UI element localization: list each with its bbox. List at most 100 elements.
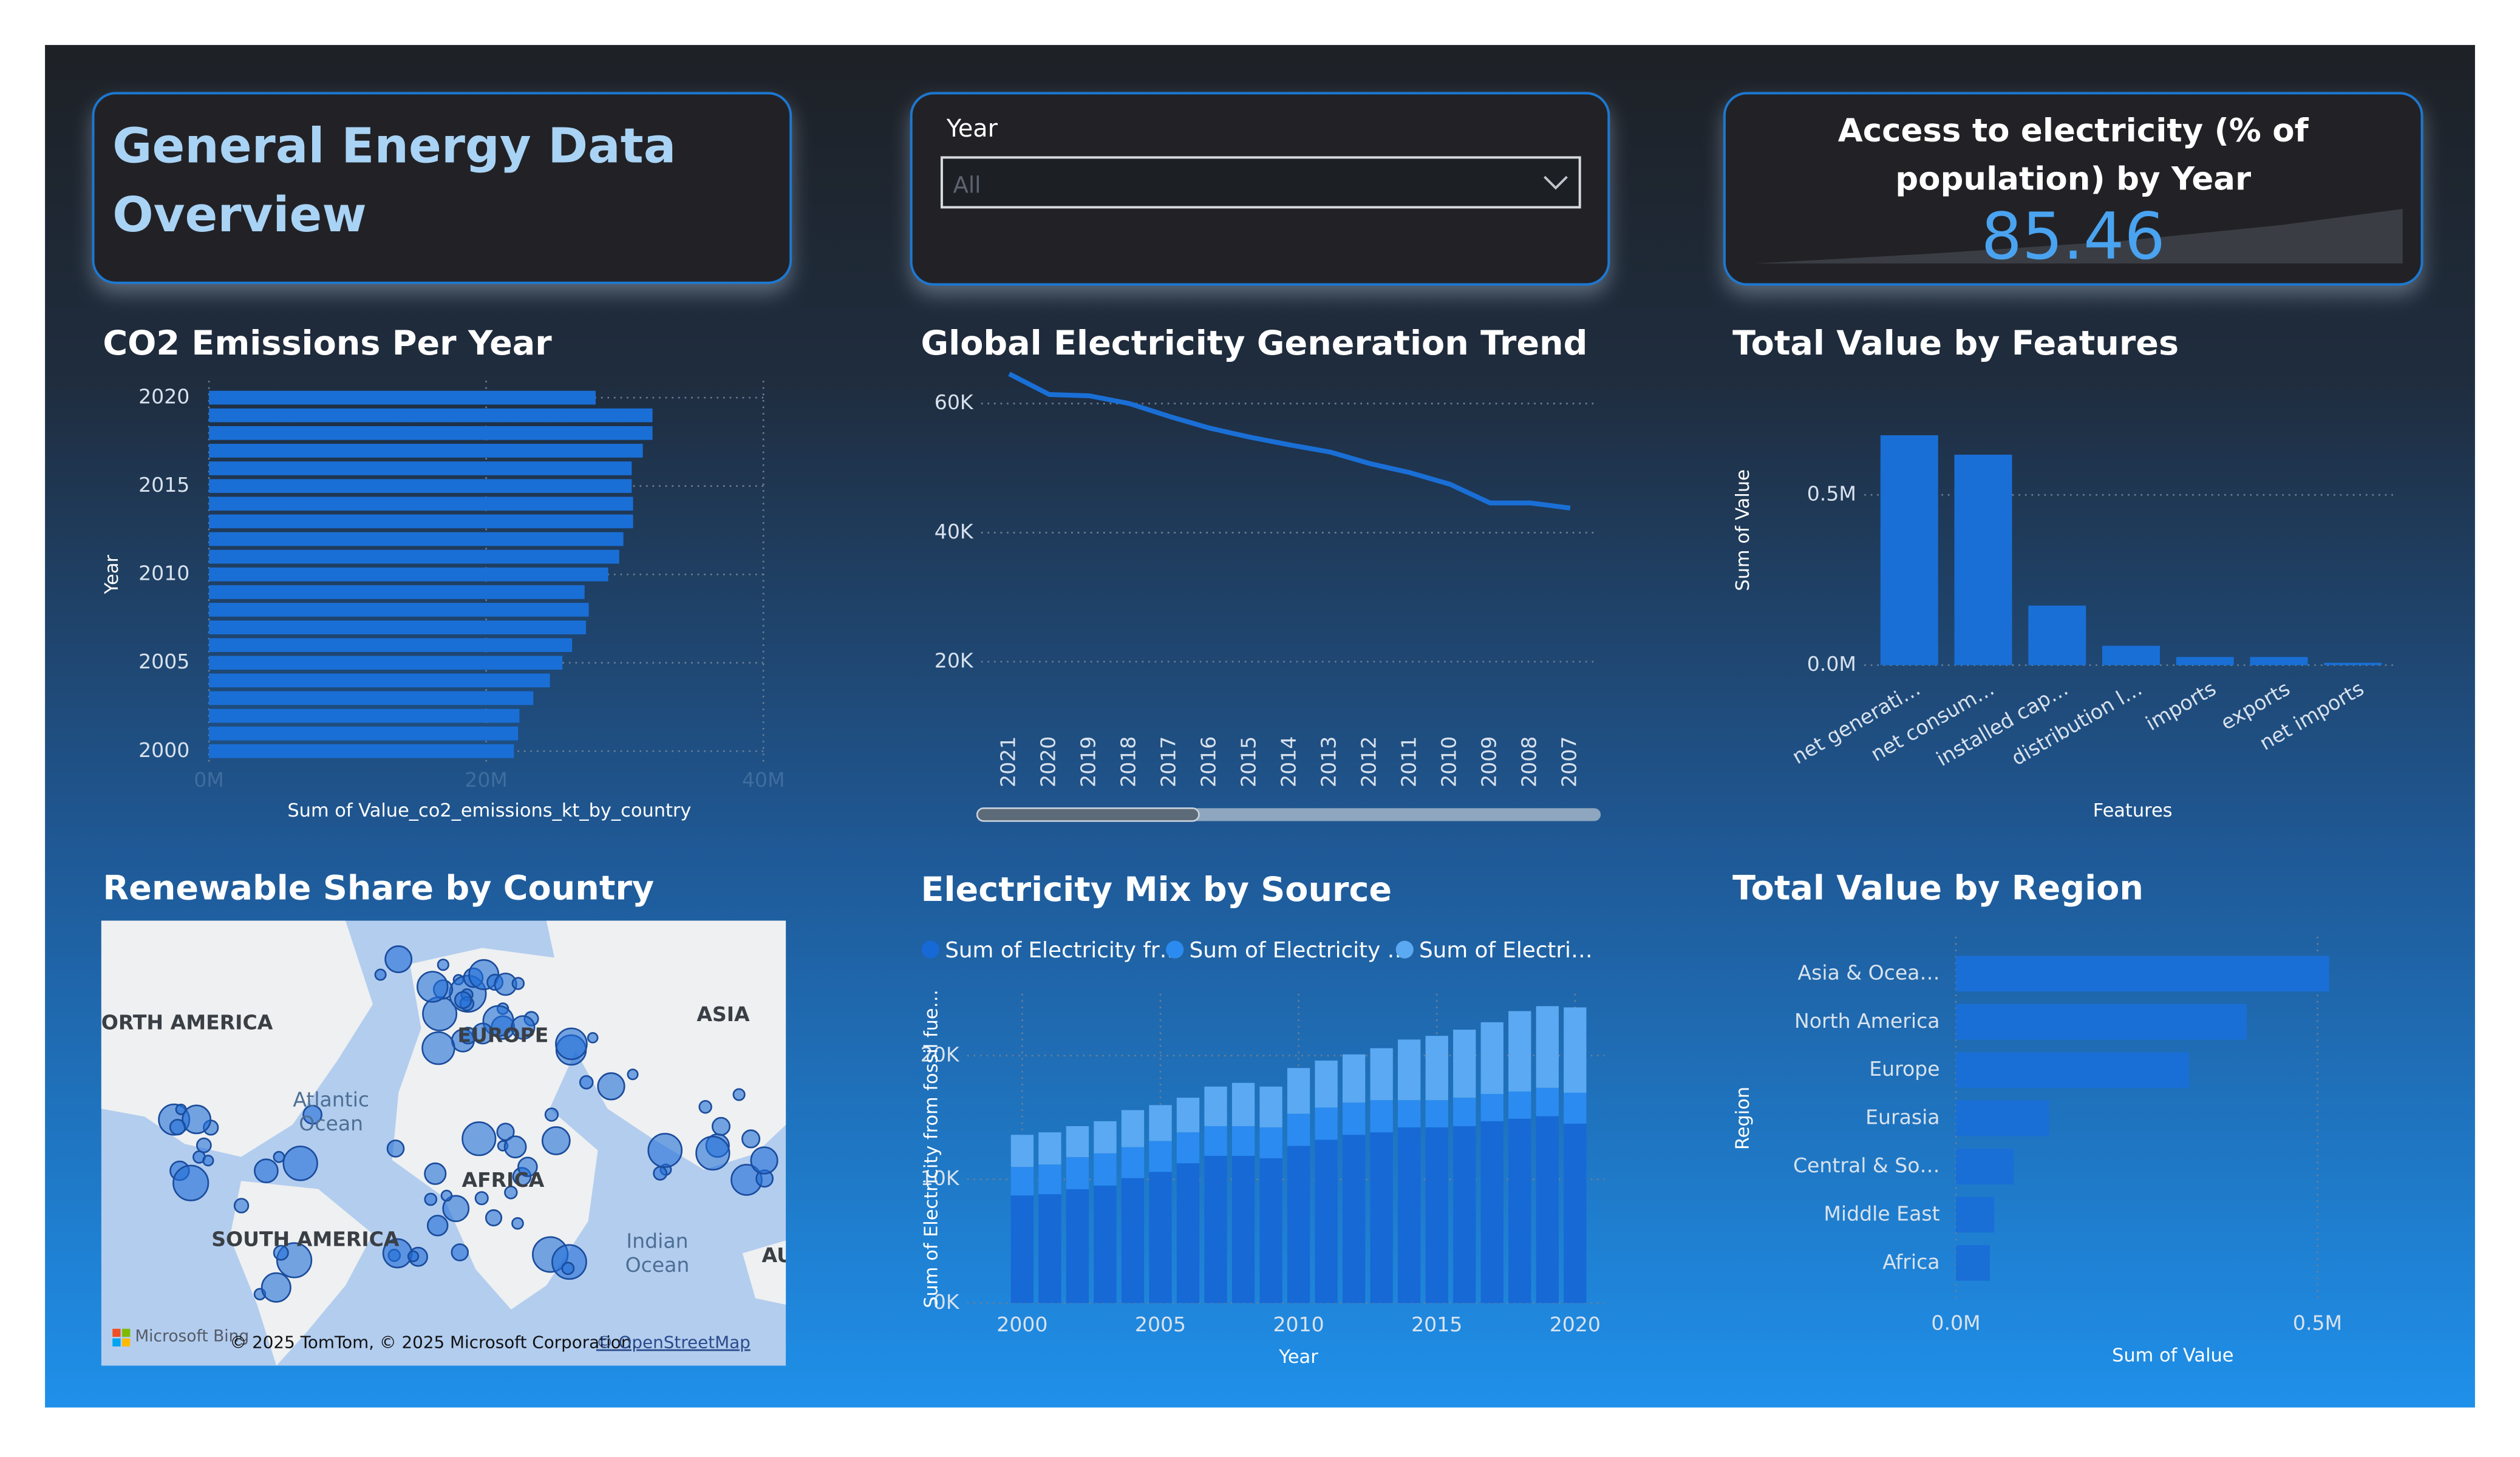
map-bubble (474, 1191, 489, 1206)
map-bubble (541, 1126, 571, 1155)
map-label: Indian (626, 1229, 688, 1252)
slicer-value[interactable]: All (953, 172, 981, 199)
bar (209, 620, 586, 634)
y-tick-label: North America (1794, 1009, 1939, 1033)
y-tick-label: Middle East (1824, 1201, 1939, 1225)
map-bubble (254, 1158, 279, 1184)
bar-segment (1480, 1022, 1503, 1095)
map-attribution-link[interactable]: © OpenStreetMap (596, 1333, 751, 1353)
map-bubble (711, 1116, 730, 1136)
map-bubble (172, 1164, 209, 1201)
bar (2028, 605, 2086, 665)
bar-segment (1259, 1158, 1282, 1303)
slicer-dropdown[interactable] (940, 156, 1581, 209)
bar (209, 497, 633, 511)
bar (209, 603, 589, 617)
map-bubble (732, 1088, 746, 1101)
y-tick-label: 2020 (138, 385, 189, 409)
bar (209, 691, 534, 705)
chart-title: Total Value by Region (1732, 868, 2144, 908)
bar-segment (1121, 1110, 1145, 1147)
x-tick-label: 2017 (1156, 736, 1180, 787)
slicer-label: Year (946, 115, 998, 143)
map-bubble (471, 1022, 494, 1045)
x-tick-label: 2018 (1117, 736, 1140, 787)
x-axis-title: Sum of Value (2112, 1345, 2233, 1366)
x-tick-label: 2015 (1236, 736, 1260, 787)
map-bubble (233, 1198, 250, 1214)
bar (209, 585, 585, 599)
bar-segment (1453, 1098, 1476, 1127)
map-bubble (302, 1104, 322, 1125)
map-bubble (511, 977, 525, 990)
map[interactable]: ORTH AMERICAEUROPEASIAAtlanticOceanAFRIC… (101, 920, 793, 1366)
bar-segment (1480, 1121, 1503, 1303)
scrollbar-thumb[interactable] (976, 807, 1200, 822)
map-bubble (386, 1139, 405, 1158)
bar (2176, 657, 2234, 665)
chart: Electricity Mix by Source 0K 10K 20K 2000 200… (921, 870, 1605, 1368)
bar (209, 479, 632, 493)
bar-segment (1204, 1155, 1227, 1303)
bar-segment (1038, 1132, 1061, 1165)
bar (209, 408, 653, 423)
bar-segment (1038, 1164, 1061, 1195)
map-bubble (653, 1166, 668, 1181)
bar-segment (1398, 1127, 1421, 1303)
map-label: ORTH AMERICA (101, 1010, 273, 1034)
bar-segment (1094, 1185, 1117, 1303)
map-bubble (511, 1015, 536, 1040)
x-tick-label: 2013 (1316, 736, 1340, 787)
bar (1880, 435, 1938, 665)
logo (122, 1328, 131, 1337)
map-bubble (424, 1192, 438, 1206)
bar (209, 656, 563, 670)
x-tick-label: 0.0M (1931, 1311, 1980, 1334)
bar-segment (1564, 1007, 1587, 1093)
map-label: SOUTH AMERICA (211, 1228, 400, 1251)
chart: CO2 Emissions Per Year 0M 20M 40M 2000 2005 20… (101, 324, 785, 821)
map-label: EUROPE (457, 1024, 548, 1047)
y-tick-label: 20K (935, 648, 974, 672)
bar-segment (1536, 1006, 1559, 1088)
y-tick-label: 20K (921, 1042, 960, 1066)
map-bubble (182, 1104, 212, 1135)
bar-segment (1425, 1100, 1448, 1128)
dropdown-chevron[interactable] (1544, 175, 1568, 190)
bar-segment (1342, 1102, 1366, 1135)
map-bubble (437, 959, 449, 971)
x-tick-label: 2021 (996, 736, 1020, 787)
map-provider: Microsoft Bing (135, 1327, 249, 1346)
x-tick-label: 2005 (1135, 1313, 1186, 1336)
bar-segment (1066, 1156, 1089, 1189)
map-label: AU (762, 1243, 793, 1267)
map-bubble (273, 1150, 285, 1163)
bar (1956, 1245, 1990, 1281)
y-tick-label: 2015 (138, 473, 189, 497)
x-tick-label: 2020 (1037, 736, 1060, 787)
bar (209, 461, 632, 475)
map-bubble (424, 1162, 447, 1185)
kpi-sparkline (1755, 209, 2403, 264)
map-bubble (407, 1250, 420, 1263)
bar-segment (1121, 1178, 1145, 1303)
x-tick-label: 2000 (996, 1313, 1047, 1336)
chart-title: CO2 Emissions Per Year (103, 324, 552, 363)
x-tick-label: 2012 (1357, 736, 1380, 787)
bar-segment (1536, 1116, 1559, 1303)
map-bubble (695, 1135, 730, 1171)
x-tick-label: 2009 (1477, 736, 1500, 787)
kpi-value: 85.46 (1981, 199, 2165, 274)
bar-segment (1176, 1132, 1200, 1164)
bar-segment (1398, 1100, 1421, 1128)
bar-segment (1010, 1167, 1034, 1196)
bar-segment (1204, 1086, 1227, 1127)
title-box: General Energy Data Overview (112, 119, 676, 244)
legend-label: Sum of Electricity fr… (945, 938, 1181, 963)
bar (1956, 1100, 2049, 1136)
map-bubble (261, 1272, 291, 1303)
bar-segment (1342, 1135, 1366, 1303)
bubble-layer (158, 945, 778, 1303)
map-bubble (202, 1155, 214, 1167)
